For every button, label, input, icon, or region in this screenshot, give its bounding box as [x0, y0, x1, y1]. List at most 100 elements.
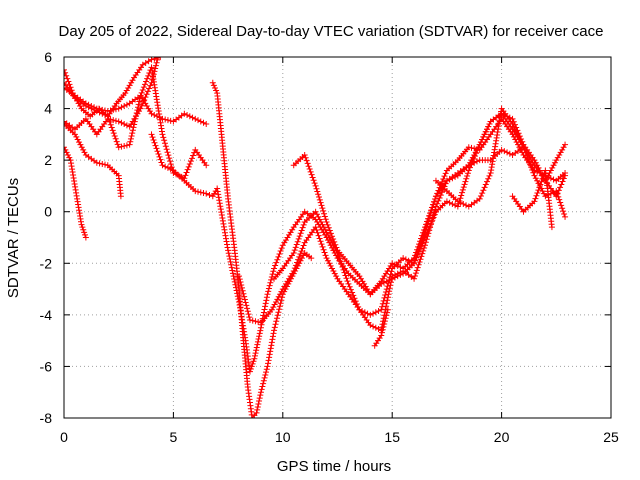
- data-point: [167, 158, 174, 165]
- data-point: [164, 117, 171, 124]
- data-point: [314, 229, 321, 236]
- data-point: [419, 250, 426, 257]
- data-point: [71, 177, 78, 184]
- data-point: [147, 82, 154, 89]
- data-point: [331, 270, 338, 277]
- data-point: [439, 189, 446, 196]
- data-point: [318, 241, 325, 248]
- data-point: [75, 100, 82, 107]
- data-point: [256, 398, 263, 405]
- data-point: [117, 193, 124, 200]
- data-point: [217, 206, 224, 213]
- data-point: [540, 190, 547, 197]
- data-point: [560, 144, 567, 151]
- data-point: [416, 258, 423, 265]
- x-tick-label: 20: [494, 429, 510, 445]
- data-point: [64, 149, 70, 156]
- data-point: [206, 191, 213, 198]
- data-point: [64, 146, 69, 153]
- grid: [64, 57, 611, 418]
- data-point: [78, 144, 85, 151]
- data-point: [302, 154, 309, 161]
- data-point: [150, 136, 157, 143]
- data-point: [532, 195, 539, 202]
- data-point: [162, 163, 169, 170]
- data-point: [78, 221, 85, 228]
- data-point: [228, 261, 235, 268]
- data-point: [379, 300, 386, 307]
- data-point: [298, 255, 305, 262]
- data-point: [106, 118, 113, 125]
- data-point: [319, 205, 326, 212]
- data-point: [440, 176, 447, 183]
- data-point: [188, 155, 195, 162]
- data-point: [479, 136, 486, 143]
- data-point: [411, 275, 418, 282]
- data-point: [81, 229, 88, 236]
- data-point: [524, 155, 531, 162]
- data-point: [320, 207, 327, 214]
- data-point: [276, 250, 283, 257]
- data-point: [435, 187, 442, 194]
- data-point: [318, 219, 325, 226]
- data-point: [127, 135, 134, 142]
- data-point: [259, 383, 266, 390]
- data-point: [224, 244, 231, 251]
- data-point: [263, 366, 270, 373]
- data-point: [426, 223, 433, 230]
- data-point: [80, 146, 87, 153]
- data-point: [155, 151, 162, 158]
- data-point: [91, 106, 98, 113]
- data-point: [73, 192, 80, 199]
- data-point: [65, 78, 72, 85]
- data-point: [64, 75, 71, 82]
- y-tick-label: 0: [44, 204, 52, 220]
- data-point: [391, 274, 398, 281]
- data-point: [268, 276, 275, 283]
- data-point: [454, 198, 461, 205]
- data-point: [263, 294, 270, 301]
- data-point: [246, 314, 253, 321]
- data-point: [323, 219, 330, 226]
- data-point: [386, 288, 393, 295]
- data-point: [135, 101, 142, 108]
- data-point: [299, 245, 306, 252]
- data-point: [535, 187, 542, 194]
- data-point: [271, 324, 278, 331]
- data-point: [446, 176, 453, 183]
- data-point: [214, 185, 221, 192]
- data-point: [351, 295, 358, 302]
- data-point: [310, 177, 317, 184]
- data-point: [389, 260, 396, 267]
- data-point: [253, 344, 260, 351]
- data-point: [317, 199, 324, 206]
- data-point: [265, 357, 272, 364]
- data-point: [562, 213, 569, 220]
- series-trace: [293, 113, 566, 296]
- data-point: [190, 152, 197, 159]
- data-point: [298, 248, 305, 255]
- data-point: [130, 124, 137, 131]
- data-point: [160, 134, 167, 141]
- data-point: [133, 112, 140, 119]
- series-5: [64, 64, 210, 182]
- data-point: [367, 311, 374, 318]
- data-point: [516, 136, 523, 143]
- data-point: [148, 131, 155, 138]
- data-point: [313, 185, 320, 192]
- data-point: [195, 188, 202, 195]
- data-point: [136, 95, 143, 102]
- data-point: [121, 142, 128, 149]
- data-point: [539, 175, 546, 182]
- data-point: [229, 267, 236, 274]
- data-point: [304, 160, 311, 167]
- data-point: [380, 297, 387, 304]
- data-point: [115, 118, 122, 125]
- data-point: [436, 194, 443, 201]
- data-point: [547, 190, 554, 197]
- series-9: [236, 115, 569, 326]
- data-point: [73, 133, 80, 140]
- data-point: [293, 241, 300, 248]
- data-point: [243, 302, 250, 309]
- data-point: [468, 144, 475, 151]
